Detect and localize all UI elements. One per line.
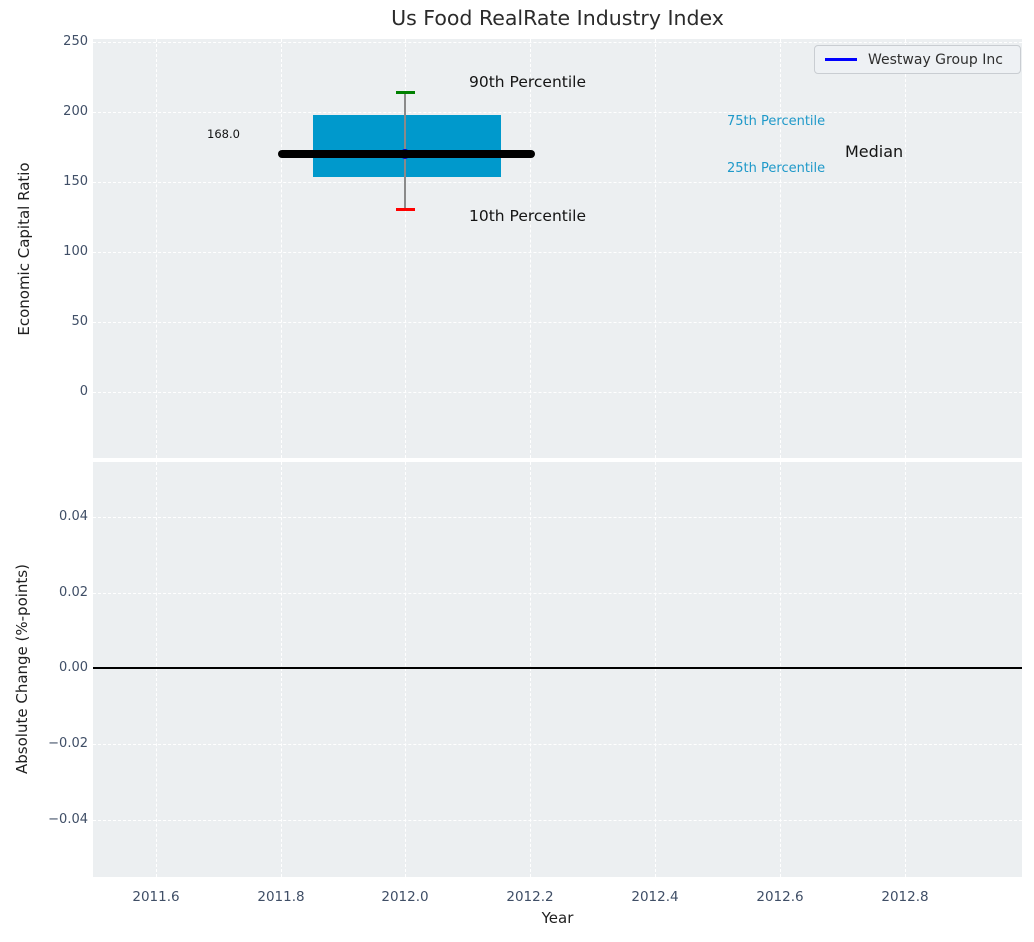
y-tick-label: 0.04: [59, 509, 88, 524]
gridline: [93, 42, 1022, 43]
y-tick-label: 200: [63, 104, 88, 119]
legend-line-swatch: [825, 58, 857, 61]
zero-reference-line: [93, 667, 1022, 669]
y-tick-label: −0.04: [48, 812, 88, 827]
x-axis-title: Year: [541, 909, 574, 927]
gridline: [655, 39, 656, 458]
gridline: [93, 820, 1022, 821]
chart-title: Us Food RealRate Industry Index: [391, 6, 724, 30]
gridline: [655, 462, 656, 877]
gridline: [93, 112, 1022, 113]
annotation-25th-percentile: 25th Percentile: [727, 161, 826, 176]
x-tick-label: 2012.0: [381, 889, 429, 905]
annotation-median: Median: [845, 142, 904, 161]
median-line: [278, 150, 535, 158]
gridline: [93, 593, 1022, 594]
y-tick-label: 0: [79, 384, 88, 399]
plot-area-bottom: [93, 462, 1022, 877]
y-tick-label: 0.00: [59, 660, 88, 675]
gridline: [156, 462, 157, 877]
p10-whisker-cap: [396, 208, 415, 211]
gridline: [281, 462, 282, 877]
plot-area-top: [93, 39, 1022, 458]
x-tick-label: 2012.2: [506, 889, 554, 905]
gridline: [905, 39, 906, 458]
annotation-median-value: 168.0: [207, 127, 240, 141]
y-tick-label: 250: [63, 34, 88, 49]
annotation-75th-percentile: 75th Percentile: [727, 114, 826, 129]
gridline: [530, 39, 531, 458]
gridline: [93, 182, 1022, 183]
gridline: [530, 462, 531, 877]
gridline: [156, 39, 157, 458]
gridline: [93, 322, 1022, 323]
y-tick-label: 150: [63, 174, 88, 189]
gridline: [780, 462, 781, 877]
gridline: [93, 517, 1022, 518]
gridline: [281, 39, 282, 458]
legend-label: Westway Group Inc: [868, 51, 1003, 68]
y-tick-label: 0.02: [59, 585, 88, 600]
y-tick-label: 100: [63, 244, 88, 259]
x-tick-label: 2011.6: [132, 889, 180, 905]
x-tick-label: 2012.6: [756, 889, 804, 905]
y-axis-title-bottom: Absolute Change (%-points): [13, 564, 31, 774]
p90-whisker-cap: [396, 91, 415, 94]
y-axis-title-top: Economic Capital Ratio: [15, 162, 33, 336]
interquartile-box: [313, 115, 501, 177]
y-tick-label: 50: [71, 314, 88, 329]
x-tick-label: 2012.4: [631, 889, 679, 905]
gridline: [93, 252, 1022, 253]
x-tick-label: 2012.8: [881, 889, 929, 905]
gridline: [780, 39, 781, 458]
x-tick-label: 2011.8: [257, 889, 305, 905]
legend: Westway Group Inc: [814, 45, 1021, 74]
gridline: [93, 744, 1022, 745]
gridline: [405, 39, 406, 458]
annotation-90th-percentile: 90th Percentile: [469, 73, 587, 91]
gridline: [405, 462, 406, 877]
gridline: [93, 392, 1022, 393]
gridline: [905, 462, 906, 877]
y-tick-label: −0.02: [48, 736, 88, 751]
annotation-10th-percentile: 10th Percentile: [469, 207, 587, 225]
